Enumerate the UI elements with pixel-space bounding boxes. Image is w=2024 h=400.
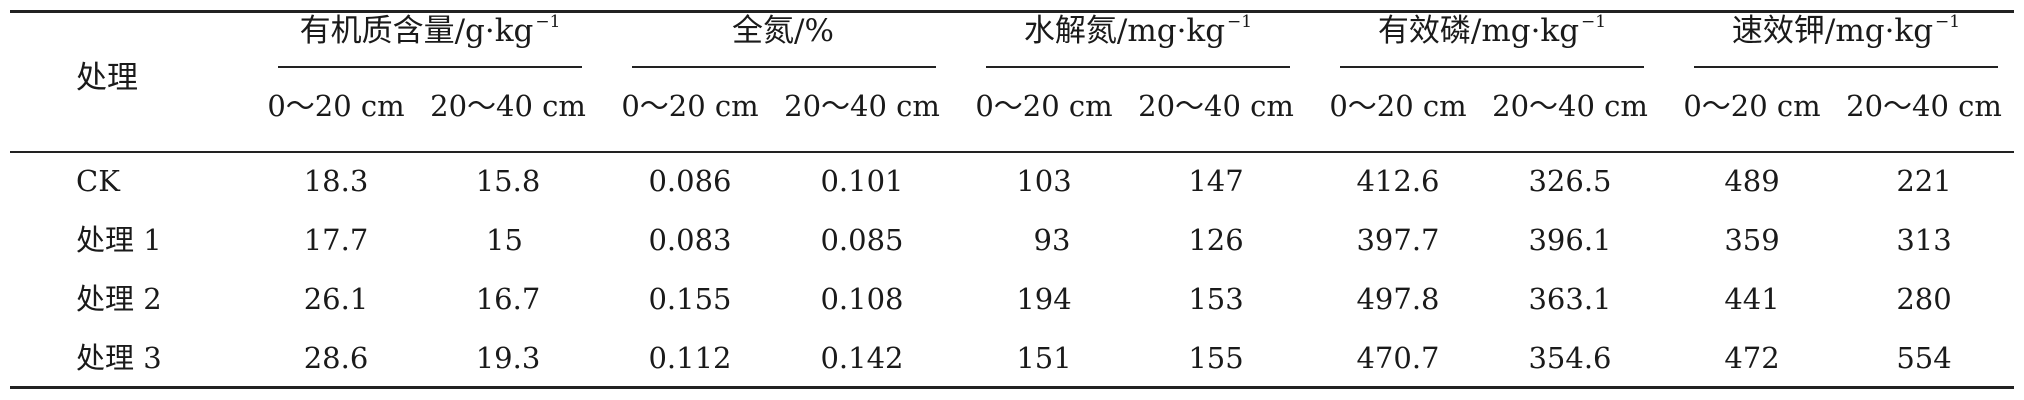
table-cell: 19.3 [475,341,541,375]
depth-header: 20～40 cm [784,89,940,123]
table-cell: 354.6 [1528,341,1612,375]
table-cell: 396.1 [1528,223,1612,257]
depth-header: 0～20 cm [975,89,1113,123]
soil-nutrient-table: 处理 有机质含量/g·kg −1 全氮/% 水解氮/mg·kg −1 有效磷/mg·… [10,0,2014,400]
table-cell: 0.112 [648,341,732,375]
table-cell: 151 [1016,341,1072,375]
table-cell: 103 [1016,164,1072,198]
table-cell: 497.8 [1356,282,1440,316]
group-underline-total-nitrogen [632,66,936,68]
depth-header: 20～40 cm [1492,89,1648,123]
table-cell: 0.085 [820,223,904,257]
table-cell: 194 [1016,282,1072,316]
group-header-available-phosphorus: 有效磷/mg·kg −1 [1377,12,1607,49]
table-cell: 0.101 [820,164,904,198]
table-cell: 16.7 [475,282,541,316]
depth-header: 0～20 cm [1683,89,1821,123]
depth-header: 20～40 cm [430,89,586,123]
group-header-organic-matter: 有机质含量/g·kg −1 [299,12,561,49]
table-cell: 26.1 [303,282,369,316]
row-label: CK [76,164,120,198]
table-cell: 470.7 [1356,341,1440,375]
group-underline-available-phosphorus [1340,66,1644,68]
depth-header: 0～20 cm [267,89,405,123]
table-cell: 153 [1188,282,1244,316]
depth-header: 20～40 cm [1846,89,2002,123]
depth-header: 20～40 cm [1138,89,1294,123]
table-cell: 0.155 [648,282,732,316]
table-bottom-rule [10,386,2014,389]
table-cell: 126 [1188,223,1244,257]
table-cell: 0.083 [648,223,732,257]
row-label: 处理 1 [76,223,162,257]
table-cell: 17.7 [303,223,369,257]
table-cell: 155 [1188,341,1244,375]
table-cell: 15.8 [475,164,541,198]
group-header-available-potassium: 速效钾/mg·kg −1 [1731,12,1961,49]
group-underline-hydrolyzable-nitrogen [986,66,1290,68]
table-cell: 313 [1896,223,1952,257]
table-cell: 0.142 [820,341,904,375]
table-cell: 554 [1896,341,1952,375]
table-header-rule [10,151,2014,153]
table-cell: 18.3 [303,164,369,198]
row-header-label: 处理 [76,60,138,96]
group-header-total-nitrogen: 全氮/% [732,13,834,49]
table-cell: 472 [1724,341,1780,375]
table-cell: 280 [1896,282,1952,316]
table-cell: 28.6 [303,341,369,375]
table-cell: 326.5 [1528,164,1612,198]
group-underline-available-potassium [1694,66,1998,68]
table-cell: 489 [1724,164,1780,198]
group-underline-organic-matter [278,66,582,68]
table-cell: 0.108 [820,282,904,316]
group-header-hydrolyzable-nitrogen: 水解氮/mg·kg −1 [1023,12,1253,49]
table-cell: 359 [1724,223,1780,257]
table-top-rule [10,10,2014,13]
row-label: 处理 3 [76,341,162,375]
table-cell: 397.7 [1356,223,1440,257]
table-cell: 0.086 [648,164,732,198]
row-label: 处理 2 [76,282,162,316]
table-cell: 363.1 [1528,282,1612,316]
table-cell: 93 [1033,223,1071,257]
depth-header: 0～20 cm [621,89,759,123]
table-cell: 221 [1896,164,1952,198]
table-cell: 412.6 [1356,164,1440,198]
table-cell: 441 [1724,282,1780,316]
table-cell: 147 [1188,164,1244,198]
table-cell: 15 [486,223,523,257]
depth-header: 0～20 cm [1329,89,1467,123]
